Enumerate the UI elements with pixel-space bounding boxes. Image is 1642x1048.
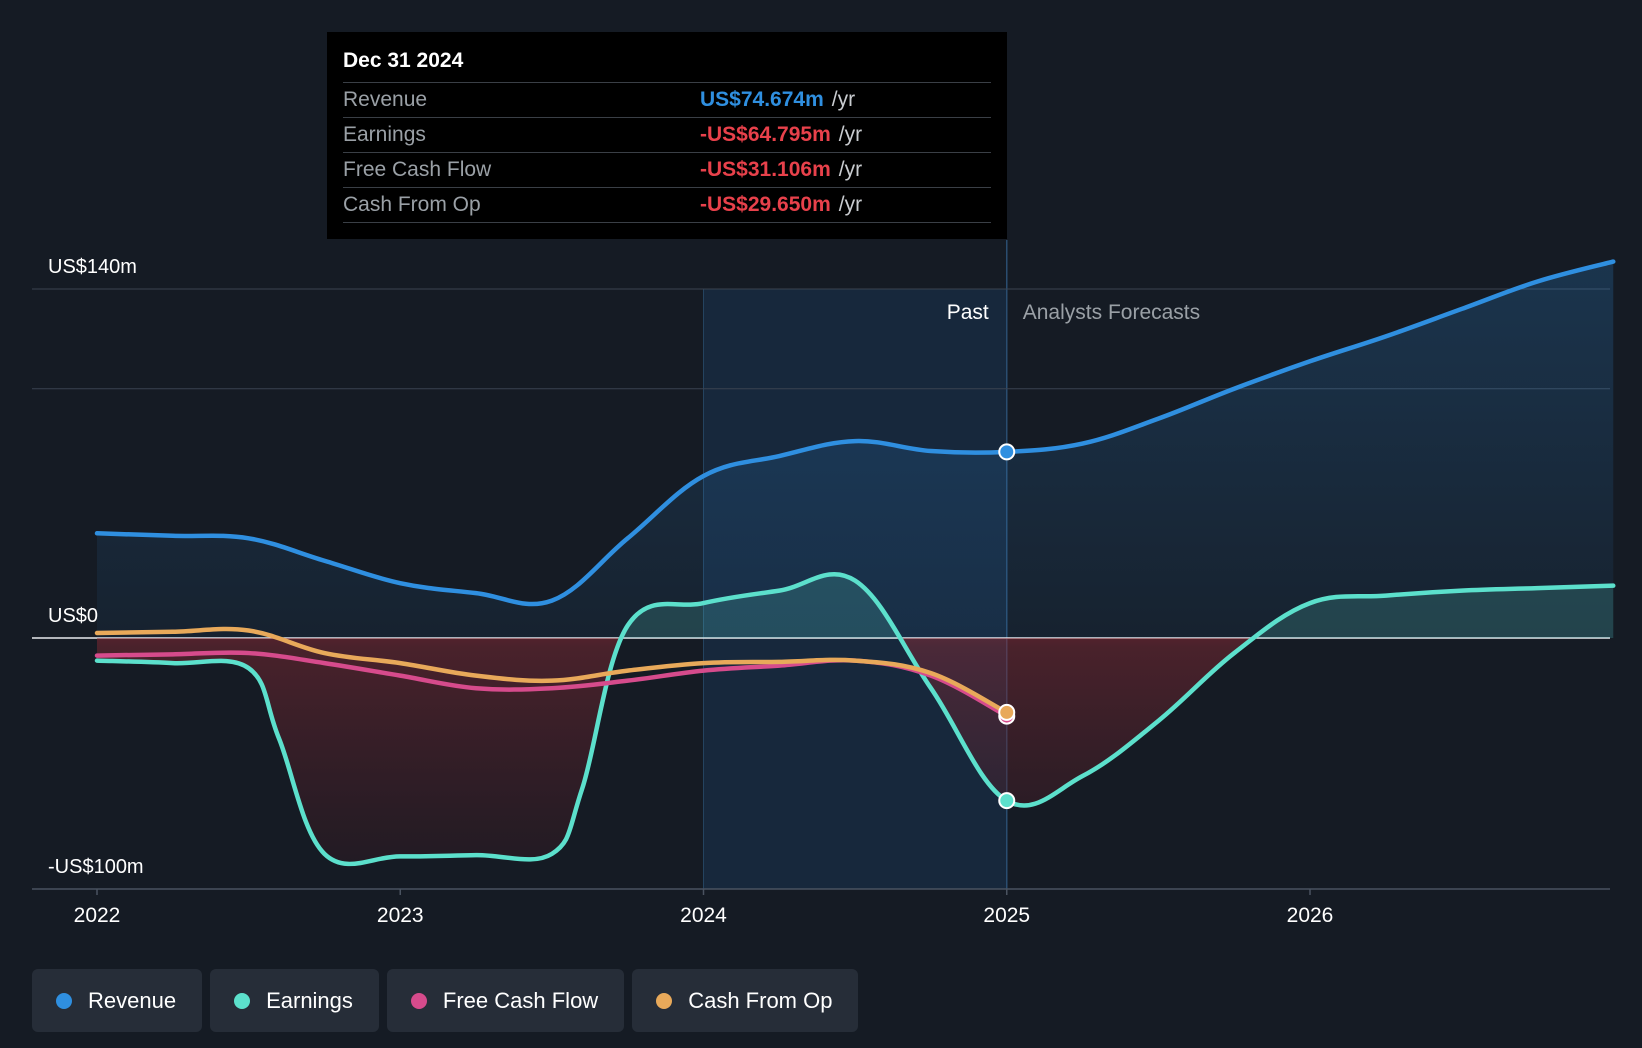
tooltip-label: Earnings — [343, 123, 426, 146]
tooltip-label: Revenue — [343, 88, 428, 111]
legend-dot-icon — [234, 992, 251, 1009]
tooltip-label: Cash From Op — [343, 193, 481, 216]
forecast-label: Analysts Forecasts — [1023, 301, 1200, 324]
x-tick-label: 2023 — [377, 904, 424, 927]
y-tick-label: US$140m — [48, 256, 137, 278]
area-layer — [97, 261, 1614, 864]
tooltip-row-free-cash-flow: Free Cash Flow -US$31.106m /yr — [343, 152, 991, 187]
legend-item-revenue[interactable]: Revenue — [32, 969, 203, 1032]
legend: Revenue Earnings Free Cash Flow Cash Fro… — [32, 969, 859, 1032]
tooltip-row-cash-from-op: Cash From Op -US$29.650m /yr — [343, 187, 991, 223]
legend-label: Free Cash Flow — [442, 987, 599, 1013]
series-lines — [94, 259, 1616, 867]
tooltip-value: -US$31.106m — [700, 158, 831, 181]
x-tick-label: 2022 — [74, 904, 121, 927]
x-tick-label: 2024 — [680, 904, 727, 927]
tooltip-unit: /yr — [838, 193, 863, 216]
series-marker-cash-from-op — [998, 703, 1016, 721]
tooltip-date: Dec 31 2024 — [343, 49, 464, 72]
series-marker-earnings — [998, 792, 1016, 810]
tooltip-panel: Dec 31 2024 Revenue US$74.674m /yr Earni… — [327, 32, 1007, 239]
x-tick-label: 2025 — [983, 904, 1030, 927]
series-line-cash-from-op — [94, 626, 1009, 715]
legend-dot-icon — [410, 992, 427, 1009]
tooltip-row-earnings: Earnings -US$64.795m /yr — [343, 117, 991, 152]
tooltip-unit: /yr — [838, 158, 863, 181]
y-tick-label: US$0 — [48, 605, 98, 627]
legend-label: Cash From Op — [688, 987, 833, 1013]
tooltip-row-revenue: Revenue US$74.674m /yr — [343, 82, 991, 117]
tooltip-value: -US$29.650m — [700, 193, 831, 216]
legend-dot-icon — [656, 992, 673, 1009]
y-tick-label: -US$100m — [48, 856, 144, 878]
axis-labels: US$140m US$0 -US$100m 2022 2023 2024 2025 2026 P… — [48, 256, 1333, 927]
tooltip-unit: /yr — [838, 123, 863, 146]
legend-item-cash-from-op[interactable]: Cash From Op — [632, 969, 859, 1032]
tooltip-value: -US$64.795m — [700, 123, 831, 146]
earnings-negative-area — [97, 638, 1614, 864]
revenue-area — [97, 261, 1614, 638]
legend-label: Revenue — [88, 987, 177, 1013]
legend-item-earnings[interactable]: Earnings — [210, 969, 379, 1032]
legend-dot-icon — [56, 992, 72, 1009]
x-tick-label: 2026 — [1287, 904, 1334, 927]
series-marker-revenue — [998, 443, 1016, 461]
series-markers — [998, 443, 1016, 810]
series-line-earnings — [94, 572, 1616, 867]
legend-item-free-cash-flow[interactable]: Free Cash Flow — [386, 969, 625, 1032]
tooltip-unit: /yr — [831, 88, 856, 111]
tooltip-value: US$74.674m — [700, 88, 824, 111]
legend-label: Earnings — [266, 987, 353, 1013]
series-line-revenue — [94, 259, 1616, 607]
earnings-positive-area — [97, 574, 1614, 638]
past-label: Past — [947, 301, 989, 324]
tooltip-label: Free Cash Flow — [343, 158, 492, 181]
